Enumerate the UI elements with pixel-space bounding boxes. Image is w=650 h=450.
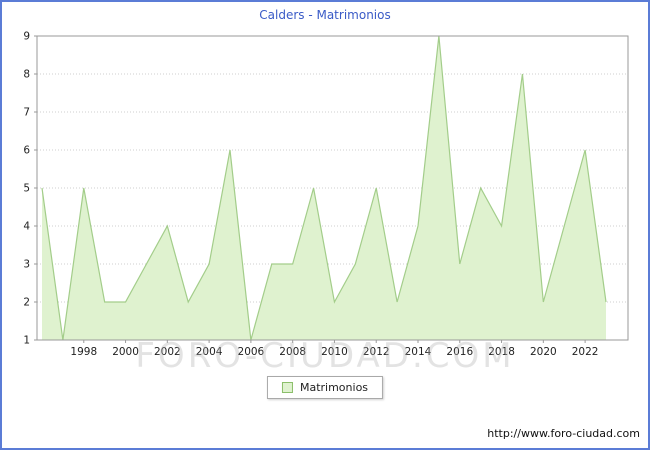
series-line: [41, 35, 607, 341]
svg-text:9: 9: [23, 31, 30, 43]
legend-swatch-icon: [281, 382, 293, 393]
svg-text:2: 2: [23, 297, 30, 309]
svg-text:5: 5: [23, 183, 30, 195]
svg-text:6: 6: [23, 145, 30, 157]
svg-text:2020: 2020: [530, 346, 557, 358]
svg-text:1998: 1998: [70, 346, 97, 358]
svg-text:7: 7: [23, 107, 30, 119]
svg-text:2002: 2002: [154, 346, 181, 358]
svg-text:4: 4: [23, 221, 30, 233]
area-fill: [42, 36, 606, 340]
footer-url[interactable]: http://www.foro-ciudad.com: [487, 427, 640, 440]
svg-text:8: 8: [23, 69, 30, 81]
y-axis-labels: 1 2 3 4 5 6 7 8 9: [23, 31, 30, 347]
svg-text:2014: 2014: [405, 346, 432, 358]
svg-text:3: 3: [23, 259, 30, 271]
tick-marks: [34, 35, 586, 343]
svg-text:2004: 2004: [196, 346, 223, 358]
svg-text:2016: 2016: [446, 346, 473, 358]
svg-text:1: 1: [23, 335, 30, 347]
legend: Matrimonios: [266, 376, 384, 399]
svg-text:2008: 2008: [279, 346, 306, 358]
legend-label: Matrimonios: [299, 381, 369, 394]
chart-title: Calders - Matrimonios: [259, 8, 391, 22]
svg-text:2018: 2018: [488, 346, 515, 358]
svg-text:2006: 2006: [238, 346, 265, 358]
svg-text:2010: 2010: [321, 346, 348, 358]
svg-text:2000: 2000: [112, 346, 139, 358]
x-axis-labels: 1998 2000 2002 2004 2006 2008 2010 2012 2014 2016…: [70, 346, 598, 358]
svg-text:2012: 2012: [363, 346, 390, 358]
svg-text:2022: 2022: [572, 346, 599, 358]
